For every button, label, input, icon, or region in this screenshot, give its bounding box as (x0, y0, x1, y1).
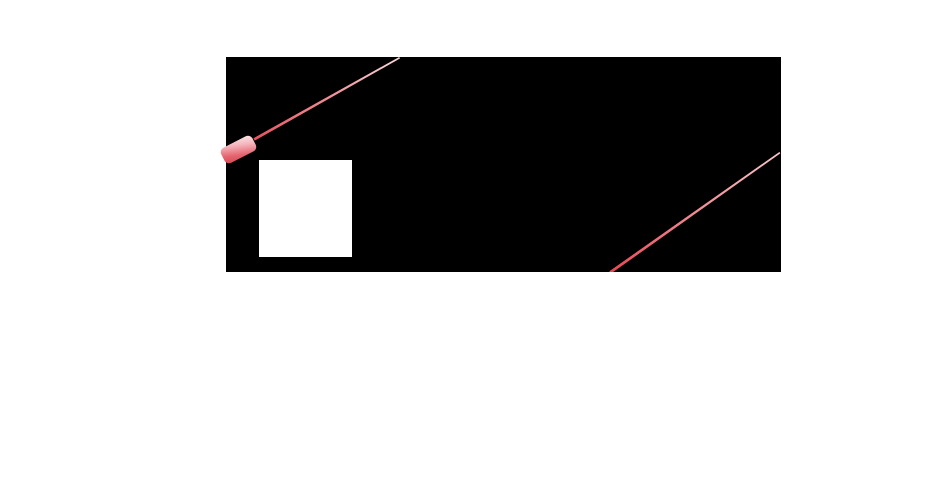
white-square (259, 160, 352, 257)
laser-beam-lower (609, 151, 781, 272)
laser-beam-upper (253, 57, 400, 140)
render-viewport (226, 57, 781, 272)
